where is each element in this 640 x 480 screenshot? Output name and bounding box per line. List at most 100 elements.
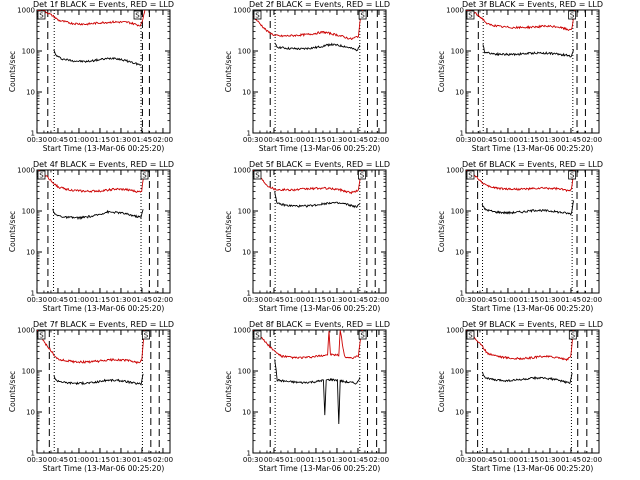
y-tick-label: 10	[242, 89, 251, 97]
x-tick-label: 01:15	[519, 136, 539, 144]
y-axis-label: Counts/sec	[224, 211, 233, 252]
saa-marker-label: S	[468, 12, 473, 20]
saa-marker-label: S	[255, 172, 260, 180]
x-tick-label: 00:45	[48, 296, 68, 304]
y-tick-label: 1000	[17, 7, 35, 15]
x-tick-label: 02:00	[369, 136, 389, 144]
x-tick-label: 01:45	[348, 136, 368, 144]
x-axis-label: Start Time (13-Mar-06 00:25:20)	[43, 464, 165, 473]
x-tick-label: 00:45	[48, 136, 68, 144]
y-tick-label: 10	[242, 409, 251, 417]
saa-marker-label: S	[571, 332, 576, 340]
saa-marker-box	[37, 330, 46, 340]
x-tick-label: 00:45	[264, 296, 284, 304]
y-tick-label: 1	[247, 290, 251, 298]
y-axis-label: Counts/sec	[8, 211, 17, 252]
x-tick-label: 01:15	[306, 296, 326, 304]
x-tick-label: 00:30	[27, 296, 47, 304]
saa-marker-box	[140, 170, 149, 180]
saa-marker-label: S	[360, 12, 365, 20]
x-tick-label: 01:15	[90, 456, 110, 464]
y-tick-label: 1000	[233, 327, 251, 335]
y-axis-label: Counts/sec	[437, 371, 446, 412]
saa-marker-box	[568, 170, 577, 180]
series-line-lld	[38, 170, 145, 193]
x-tick-label: 01:15	[519, 456, 539, 464]
chart-panel-det8: Det 8f BLACK = Events, RED = LLD 1 10 100 10…	[224, 320, 390, 473]
x-axis-label: Start Time (13-Mar-06 00:25:20)	[259, 464, 381, 473]
y-tick-label: 100	[451, 368, 464, 376]
x-tick-label: 01:30	[327, 136, 347, 144]
x-tick-label: 01:15	[306, 456, 326, 464]
saa-marker-box	[253, 330, 262, 340]
y-tick-label: 1	[460, 450, 464, 458]
x-tick-label: 00:30	[456, 296, 476, 304]
chart-panel-det1: Det 1f BLACK = Events, RED = LLD 1 10 100 10…	[8, 0, 174, 153]
y-axis-label: Counts/sec	[437, 51, 446, 92]
x-tick-label: 00:30	[243, 456, 263, 464]
x-tick-label: 00:30	[27, 136, 47, 144]
series-line-events	[481, 371, 573, 385]
x-tick-label: 00:45	[264, 456, 284, 464]
panel-title: Det 8f BLACK = Events, RED = LLD	[249, 320, 390, 329]
y-tick-label: 100	[238, 368, 251, 376]
series-line-lld	[466, 170, 575, 193]
y-tick-label: 1	[31, 130, 35, 138]
y-tick-label: 1	[460, 130, 464, 138]
y-tick-label: 1000	[233, 167, 251, 175]
saa-marker-label: S	[360, 172, 365, 180]
chart-panel-det5: Det 5f BLACK = Events, RED = LLD 1 10 100 10…	[224, 160, 390, 313]
x-tick-label: 01:00	[69, 136, 89, 144]
y-axis-label: Counts/sec	[224, 51, 233, 92]
y-tick-label: 1	[247, 130, 251, 138]
x-tick-label: 02:00	[582, 296, 602, 304]
saa-marker-box	[358, 330, 367, 340]
y-tick-label: 1000	[446, 167, 464, 175]
y-tick-label: 100	[238, 48, 251, 56]
saa-marker-box	[253, 10, 262, 20]
series-line-lld	[253, 330, 364, 360]
y-tick-label: 1	[31, 450, 35, 458]
saa-marker-label: S	[39, 332, 44, 340]
y-tick-label: 10	[455, 89, 464, 97]
series-line-lld	[37, 10, 146, 27]
x-tick-label: 01:15	[306, 136, 326, 144]
y-tick-label: 1000	[17, 327, 35, 335]
series-line-events	[53, 49, 142, 66]
x-tick-label: 01:30	[111, 296, 131, 304]
saa-marker-box	[466, 170, 475, 180]
x-tick-label: 02:00	[369, 456, 389, 464]
saa-marker-box	[142, 330, 150, 340]
plot-frame	[252, 169, 387, 294]
y-tick-label: 1	[247, 450, 251, 458]
y-tick-label: 10	[26, 409, 35, 417]
y-tick-label: 10	[242, 249, 251, 257]
series-line-events	[53, 373, 144, 386]
x-axis-label: Start Time (13-Mar-06 00:25:20)	[472, 464, 594, 473]
x-axis-label: Start Time (13-Mar-06 00:25:20)	[43, 144, 165, 153]
x-tick-label: 02:00	[369, 296, 389, 304]
panel-title: Det 6f BLACK = Events, RED = LLD	[462, 160, 603, 169]
x-tick-label: 01:00	[498, 136, 518, 144]
y-tick-label: 1000	[17, 167, 35, 175]
x-tick-label: 00:30	[456, 456, 476, 464]
x-tick-label: 02:00	[582, 136, 602, 144]
plot-frame	[465, 9, 600, 134]
x-tick-label: 00:45	[477, 296, 497, 304]
saa-marker-label: S	[135, 12, 140, 20]
saa-marker-label: S	[255, 12, 260, 20]
x-tick-label: 01:30	[540, 136, 560, 144]
series-line-events	[481, 200, 574, 216]
panel-title: Det 3f BLACK = Events, RED = LLD	[462, 0, 603, 9]
plot-frame	[36, 329, 171, 454]
y-tick-label: 100	[238, 208, 251, 216]
x-tick-label: 01:45	[132, 456, 152, 464]
y-tick-label: 1000	[446, 7, 464, 15]
saa-marker-label: S	[255, 332, 260, 340]
x-tick-label: 01:45	[561, 136, 581, 144]
chart-panel-det2: Det 2f BLACK = Events, RED = LLD 1 10 100 10…	[224, 0, 390, 153]
x-tick-label: 01:45	[561, 296, 581, 304]
saa-marker-label: S	[468, 172, 473, 180]
panel-title: Det 7f BLACK = Events, RED = LLD	[33, 320, 174, 329]
y-tick-label: 100	[451, 208, 464, 216]
